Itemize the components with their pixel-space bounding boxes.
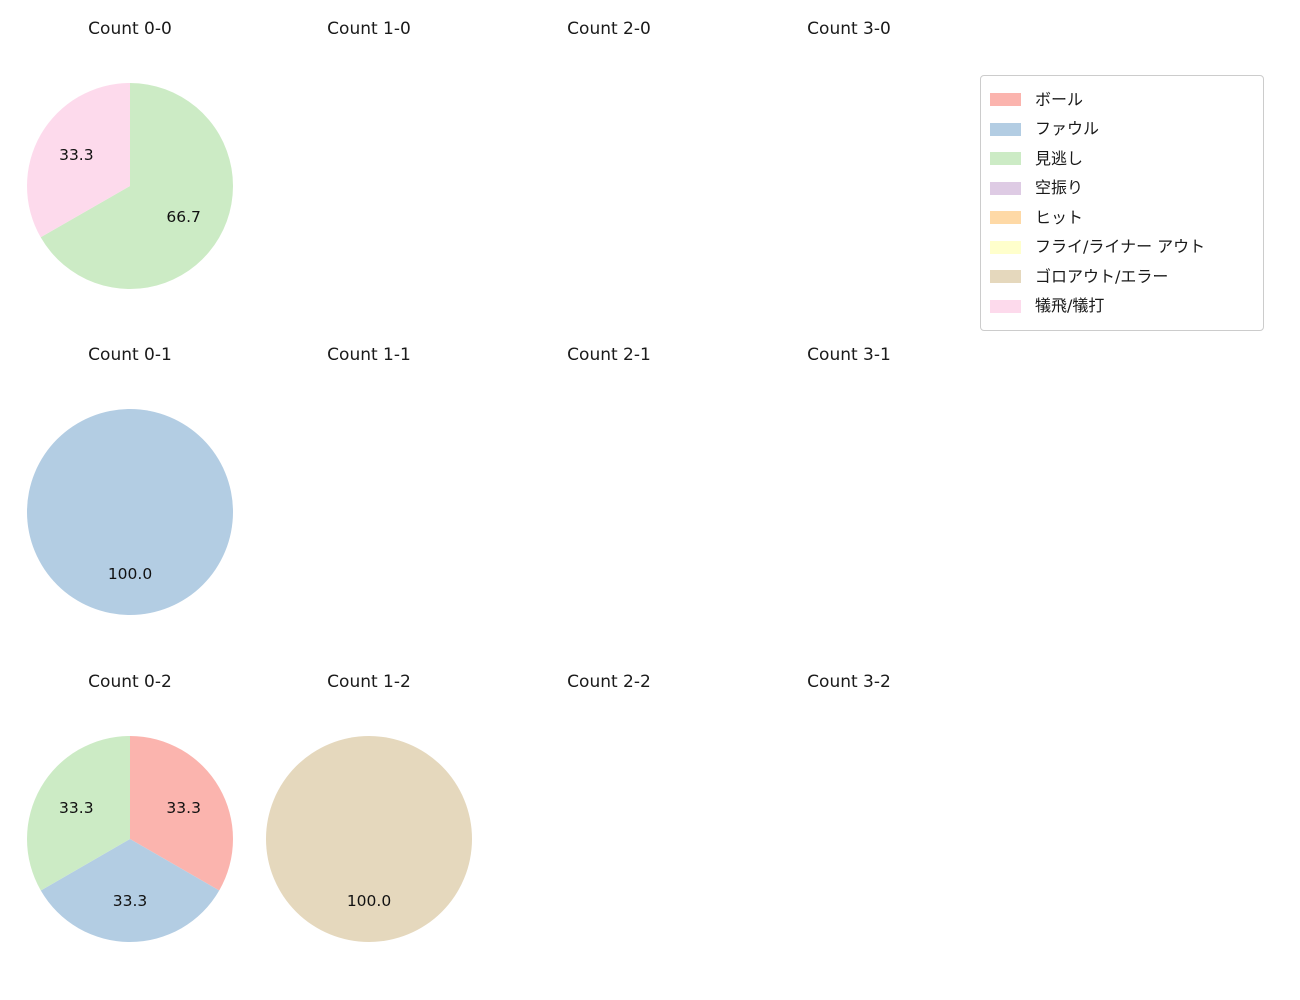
chart-cell-count-2-1: Count 2-1	[489, 342, 729, 615]
pie-slice-value: 33.3	[113, 892, 148, 910]
chart-cell-count-3-0: Count 3-0	[729, 16, 969, 289]
pie-chart-count-3-1	[746, 409, 952, 615]
legend-swatch	[990, 93, 1021, 107]
pie-chart-count-0-1: 100.0	[27, 409, 233, 615]
legend-item-called-strike: 見逃し	[990, 144, 1255, 174]
chart-cell-count-2-2: Count 2-2	[489, 669, 729, 942]
pie-chart-count-3-2	[746, 736, 952, 942]
legend-label: 犠飛/犠打	[1035, 296, 1105, 316]
pie-slice-value: 33.3	[166, 799, 201, 817]
pie-slice	[266, 736, 472, 942]
legend-swatch	[990, 270, 1021, 284]
chart-cell-count-0-0: Count 0-0 66.7 33.3	[10, 16, 250, 289]
pie-slice-value: 100.0	[108, 565, 152, 583]
chart-title: Count 3-2	[807, 672, 891, 692]
chart-title: Count 0-2	[88, 672, 172, 692]
pie-slice	[40, 839, 220, 942]
chart-cell-count-1-2: Count 1-2 100.0	[249, 669, 489, 942]
pie-chart-count-0-2: 33.3 33.3 33.3	[27, 736, 233, 942]
chart-cell-count-1-0: Count 1-0	[249, 16, 489, 289]
chart-cell-count-1-1: Count 1-1	[249, 342, 489, 615]
legend-label: 見逃し	[1035, 148, 1084, 168]
chart-cell-count-2-0: Count 2-0	[489, 16, 729, 289]
pie-slice	[40, 83, 233, 289]
legend-swatch	[990, 211, 1021, 225]
legend-swatch	[990, 240, 1021, 254]
legend-swatch	[990, 181, 1021, 195]
legend-label: 空振り	[1035, 178, 1084, 198]
legend-item-foul: ファウル	[990, 115, 1255, 145]
pie-chart-count-0-0: 66.7 33.3	[27, 83, 233, 289]
legend-swatch	[990, 122, 1021, 136]
legend-item-sacrifice: 犠飛/犠打	[990, 292, 1255, 322]
pie-slice-value: 33.3	[59, 146, 94, 164]
chart-title: Count 1-0	[327, 19, 411, 39]
legend-label: ゴロアウト/エラー	[1035, 266, 1169, 286]
pie-slice	[27, 736, 130, 891]
chart-title: Count 0-0	[88, 19, 172, 39]
pie-slice	[27, 409, 233, 615]
legend-item-hit: ヒット	[990, 203, 1255, 233]
chart-cell-count-3-2: Count 3-2	[729, 669, 969, 942]
pie-slice	[27, 83, 131, 238]
chart-title: Count 1-2	[327, 672, 411, 692]
chart-title: Count 2-2	[567, 672, 651, 692]
chart-title: Count 3-1	[807, 345, 891, 365]
pie-chart-count-2-0	[506, 83, 712, 289]
legend-item-groundout-error: ゴロアウト/エラー	[990, 262, 1255, 292]
chart-cell-count-3-1: Count 3-1	[729, 342, 969, 615]
pie-slice-value: 100.0	[347, 892, 391, 910]
chart-title: Count 2-1	[567, 345, 651, 365]
chart-cell-count-0-1: Count 0-1 100.0	[10, 342, 250, 615]
pie-slice-value: 66.7	[166, 208, 201, 226]
legend-item-swinging-strike: 空振り	[990, 174, 1255, 204]
legend-item-ball: ボール	[990, 85, 1255, 115]
chart-title: Count 1-1	[327, 345, 411, 365]
pie-chart-count-2-2	[506, 736, 712, 942]
pie-chart-count-2-1	[506, 409, 712, 615]
legend-swatch	[990, 152, 1021, 166]
pie-chart-count-3-0	[746, 83, 952, 289]
chart-title: Count 2-0	[567, 19, 651, 39]
chart-cell-count-0-2: Count 0-2 33.3 33.3 33.3	[10, 669, 250, 942]
legend-item-fly-liner-out: フライ/ライナー アウト	[990, 233, 1255, 263]
chart-title: Count 3-0	[807, 19, 891, 39]
pie-chart-count-1-2: 100.0	[266, 736, 472, 942]
pie-chart-count-1-0	[266, 83, 472, 289]
legend: ボール ファウル 見逃し 空振り ヒット フライ/ライナー アウト ゴロアウト/…	[980, 75, 1264, 331]
legend-label: ファウル	[1035, 119, 1100, 139]
legend-label: フライ/ライナー アウト	[1035, 237, 1206, 257]
legend-swatch	[990, 299, 1021, 313]
pie-chart-count-1-1	[266, 409, 472, 615]
legend-label: ヒット	[1035, 207, 1084, 227]
pie-slice	[130, 736, 233, 891]
pie-slice-value: 33.3	[59, 799, 94, 817]
legend-label: ボール	[1035, 89, 1084, 109]
chart-title: Count 0-1	[88, 345, 172, 365]
